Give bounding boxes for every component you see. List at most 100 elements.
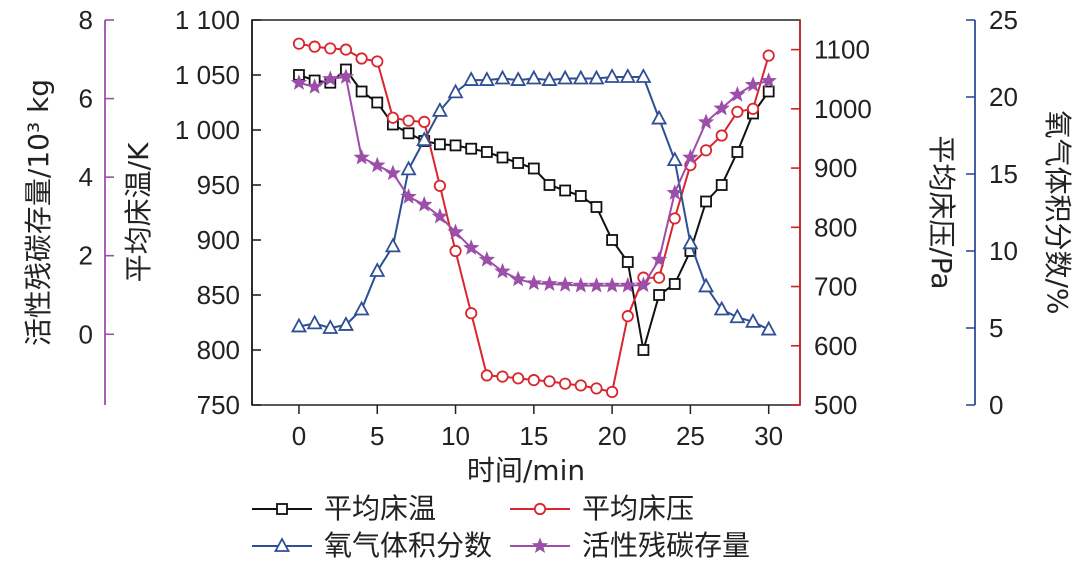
data-point [337, 316, 354, 331]
data-point [715, 129, 728, 142]
pressure-axis-label: 平均床压/Pa [925, 135, 958, 289]
data-point [509, 270, 527, 287]
x-tick-label: 5 [370, 421, 384, 451]
legend-item-3: 活性残碳存量 [510, 529, 750, 562]
data-point [306, 314, 323, 330]
oxygen-tick-label: 15 [989, 159, 1018, 189]
data-point [651, 109, 668, 125]
data-point [715, 179, 728, 191]
data-point [478, 251, 496, 267]
data-point [324, 42, 337, 55]
carbon-tick-label: 6 [79, 84, 93, 114]
data-point [290, 74, 308, 90]
data-point [449, 244, 462, 258]
legend-label: 氧气体积分数 [324, 529, 492, 562]
data-point [527, 374, 540, 387]
data-point [369, 156, 386, 173]
data-point [744, 76, 762, 92]
data-point [384, 164, 402, 181]
oxygen-tick-label: 20 [989, 82, 1018, 112]
carbon-tick-label: 0 [79, 319, 93, 349]
data-point [666, 184, 683, 200]
x-tick-label: 10 [441, 421, 470, 451]
data-point [496, 151, 509, 164]
data-point [353, 148, 370, 165]
temp-tick-label: 1 000 [175, 115, 240, 145]
temp-tick-label: 1 100 [175, 5, 240, 35]
data-point [449, 139, 462, 152]
data-point [525, 69, 542, 85]
data-point [556, 276, 574, 292]
series-1 [292, 37, 775, 399]
data-point [682, 234, 699, 250]
data-point [416, 196, 433, 212]
data-point [621, 256, 634, 268]
pressure-tick-label: 600 [814, 331, 857, 361]
data-point [653, 289, 665, 301]
data-point [480, 146, 493, 158]
data-point [322, 70, 339, 86]
data-point [572, 69, 589, 85]
data-point [339, 43, 353, 56]
legend-item-1: 平均床压 [510, 492, 694, 525]
data-point [541, 275, 558, 291]
pressure-tick-label: 900 [814, 153, 857, 183]
data-point [652, 271, 666, 284]
data-point [308, 40, 321, 53]
data-point [713, 99, 730, 116]
pressure-tick-label: 700 [814, 272, 857, 302]
data-point [478, 71, 495, 86]
data-point [369, 262, 386, 277]
data-point [416, 131, 433, 147]
data-point [603, 276, 621, 293]
data-point [494, 262, 511, 279]
data-point [700, 195, 712, 208]
data-point [682, 148, 699, 165]
temp-tick-label: 850 [197, 280, 240, 310]
data-point [698, 277, 715, 293]
data-point [400, 160, 417, 176]
legend-label: 活性残碳存量 [582, 529, 750, 562]
data-point [635, 276, 652, 293]
data-point [355, 52, 368, 65]
legend-label: 平均床温 [324, 492, 436, 525]
legend-marker [533, 502, 547, 516]
data-point [371, 96, 384, 109]
data-point [290, 317, 307, 333]
temp-axis-label: 平均床温/K [122, 142, 155, 282]
data-point [510, 71, 527, 86]
carbon-tick-label: 4 [79, 162, 93, 192]
data-point [355, 85, 368, 98]
data-point [431, 207, 449, 224]
data-point [729, 86, 746, 102]
data-point [463, 71, 480, 86]
data-point [400, 188, 417, 204]
data-point [588, 276, 605, 293]
data-point [666, 151, 683, 167]
data-point [512, 157, 525, 169]
data-point [762, 85, 775, 98]
data-point [527, 162, 540, 175]
legend-marker [276, 503, 288, 515]
data-point [543, 179, 556, 191]
data-point [713, 300, 730, 316]
oxygen-axis-label: 氧气体积分数/% [1041, 110, 1074, 314]
data-point [433, 138, 446, 151]
data-point [371, 55, 384, 68]
data-point [606, 234, 619, 246]
data-point [619, 68, 636, 83]
data-point [621, 310, 634, 323]
data-point [557, 69, 574, 85]
data-point [306, 78, 323, 94]
oxygen-tick-label: 0 [989, 390, 1003, 420]
data-point [480, 369, 493, 382]
legend-item-2: 氧气体积分数 [252, 529, 492, 562]
data-point [731, 146, 744, 158]
data-point [574, 190, 587, 202]
legend-marker [273, 537, 291, 552]
series-line-2 [298, 76, 770, 331]
data-point [731, 105, 744, 118]
data-point [760, 72, 777, 88]
data-point [292, 37, 306, 50]
